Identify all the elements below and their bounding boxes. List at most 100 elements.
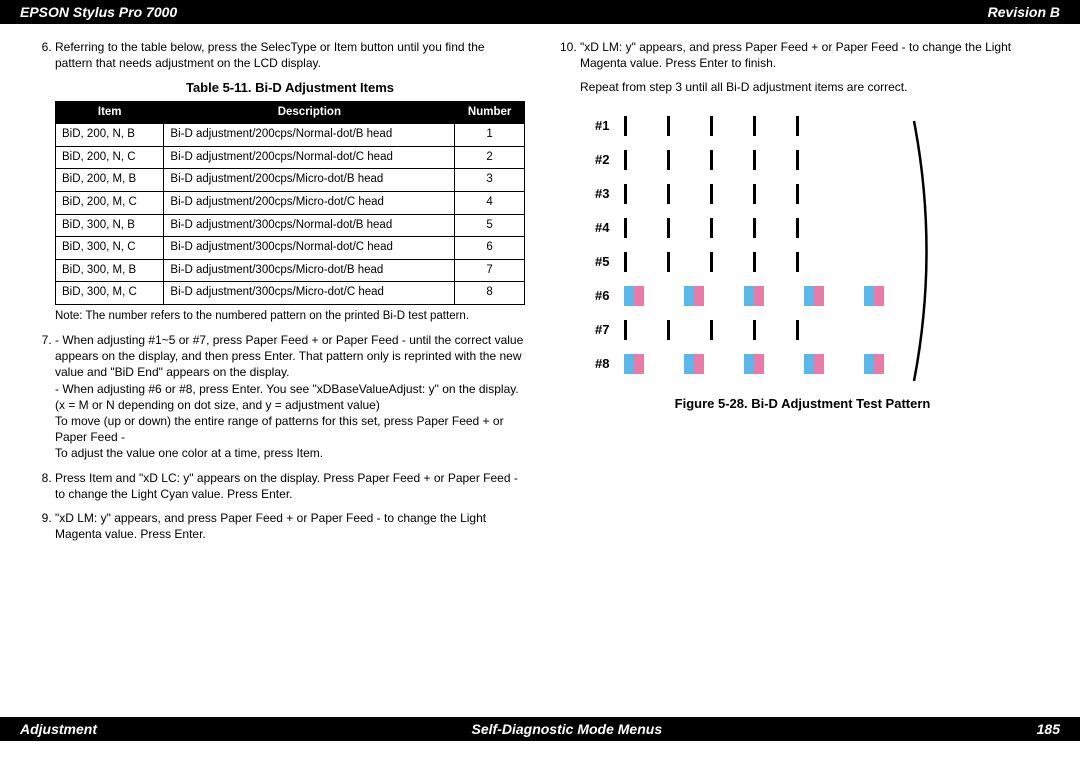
- pattern-row: [624, 116, 884, 136]
- cell-num: 2: [455, 146, 525, 169]
- black-bar: [667, 252, 670, 272]
- color-bar-pair: [744, 354, 764, 374]
- black-bar: [796, 184, 799, 204]
- cell-desc: Bi-D adjustment/200cps/Micro-dot/B head: [164, 169, 455, 192]
- th-num: Number: [455, 101, 525, 124]
- pattern-row: [624, 286, 884, 306]
- black-bar: [667, 320, 670, 340]
- black-bar: [624, 116, 627, 136]
- table-row: BiD, 200, M, BBi-D adjustment/200cps/Mic…: [56, 169, 525, 192]
- table-row: BiD, 200, N, CBi-D adjustment/200cps/Nor…: [56, 146, 525, 169]
- black-bar: [753, 116, 756, 136]
- pattern-row: [624, 252, 884, 272]
- cell-desc: Bi-D adjustment/300cps/Micro-dot/C head: [164, 282, 455, 305]
- black-bar: [667, 150, 670, 170]
- pattern-label: #6: [595, 286, 609, 306]
- black-bar: [710, 252, 713, 272]
- color-bar-pair: [804, 286, 824, 306]
- step-7c: To move (up or down) the entire range of…: [55, 413, 525, 445]
- table-caption: Table 5-11. Bi-D Adjustment Items: [55, 79, 525, 97]
- cell-desc: Bi-D adjustment/200cps/Micro-dot/C head: [164, 191, 455, 214]
- black-bar: [753, 218, 756, 238]
- figure-caption: Figure 5-28. Bi-D Adjustment Test Patter…: [555, 396, 1050, 411]
- pattern-label: #7: [595, 320, 609, 340]
- step-7d: To adjust the value one color at a time,…: [55, 445, 525, 461]
- pattern-row: [624, 354, 884, 374]
- black-bar: [624, 320, 627, 340]
- color-bar-pair: [624, 354, 644, 374]
- black-bar: [710, 184, 713, 204]
- black-bar: [710, 150, 713, 170]
- color-bar-pair: [864, 354, 884, 374]
- black-bar: [624, 252, 627, 272]
- footer-bar: Adjustment Self-Diagnostic Mode Menus 18…: [0, 717, 1080, 741]
- black-bar: [796, 320, 799, 340]
- black-bar: [667, 218, 670, 238]
- black-bar: [667, 184, 670, 204]
- step-9: "xD LM: y" appears, and press Paper Feed…: [55, 510, 525, 542]
- color-bar-pair: [684, 286, 704, 306]
- cell-item: BiD, 300, M, B: [56, 259, 164, 282]
- black-bar: [753, 150, 756, 170]
- step-10: "xD LM: y" appears, and press Paper Feed…: [580, 39, 1050, 71]
- black-bar: [667, 116, 670, 136]
- color-bar-pair: [744, 286, 764, 306]
- cell-num: 6: [455, 237, 525, 260]
- pattern-label: #3: [595, 184, 609, 204]
- black-bar: [796, 150, 799, 170]
- pattern-label: #8: [595, 354, 609, 374]
- table-note: Note: The number refers to the numbered …: [55, 309, 525, 325]
- black-bar: [796, 252, 799, 272]
- pattern-row: [624, 150, 884, 170]
- pattern-label: #1: [595, 116, 609, 136]
- table-row: BiD, 300, N, CBi-D adjustment/300cps/Nor…: [56, 237, 525, 260]
- pattern-row: [624, 184, 884, 204]
- step-8: Press Item and "xD LC: y" appears on the…: [55, 470, 525, 502]
- black-bar: [753, 252, 756, 272]
- pattern-labels: #1 #2 #3 #4 #5 #6 #7 #8: [595, 116, 609, 374]
- black-bar: [624, 150, 627, 170]
- cell-item: BiD, 300, M, C: [56, 282, 164, 305]
- black-bar: [624, 218, 627, 238]
- cell-desc: Bi-D adjustment/300cps/Normal-dot/C head: [164, 237, 455, 260]
- cell-num: 4: [455, 191, 525, 214]
- pattern-grid: [624, 116, 884, 374]
- cell-num: 8: [455, 282, 525, 305]
- th-item: Item: [56, 101, 164, 124]
- header-left: EPSON Stylus Pro 7000: [20, 4, 177, 20]
- repeat-note: Repeat from step 3 until all Bi-D adjust…: [580, 79, 1050, 95]
- pattern-label: #4: [595, 218, 609, 238]
- cell-desc: Bi-D adjustment/200cps/Normal-dot/C head: [164, 146, 455, 169]
- pattern-label: #2: [595, 150, 609, 170]
- cell-item: BiD, 200, N, B: [56, 124, 164, 147]
- table-row: BiD, 300, M, BBi-D adjustment/300cps/Mic…: [56, 259, 525, 282]
- color-bar-pair: [624, 286, 644, 306]
- black-bar: [796, 218, 799, 238]
- curve-icon: [904, 116, 944, 386]
- header-right: Revision B: [988, 4, 1060, 20]
- step-6: Referring to the table below, press the …: [55, 39, 525, 324]
- step-6-text: Referring to the table below, press the …: [55, 40, 485, 70]
- black-bar: [710, 116, 713, 136]
- black-bar: [624, 184, 627, 204]
- table-row: BiD, 200, N, BBi-D adjustment/200cps/Nor…: [56, 124, 525, 147]
- cell-desc: Bi-D adjustment/300cps/Micro-dot/B head: [164, 259, 455, 282]
- header-bar: EPSON Stylus Pro 7000 Revision B: [0, 0, 1080, 24]
- cell-desc: Bi-D adjustment/200cps/Normal-dot/B head: [164, 124, 455, 147]
- step-7: - When adjusting #1~5 or #7, press Paper…: [55, 332, 525, 462]
- cell-item: BiD, 300, N, B: [56, 214, 164, 237]
- cell-item: BiD, 200, M, B: [56, 169, 164, 192]
- table-row: BiD, 300, N, BBi-D adjustment/300cps/Nor…: [56, 214, 525, 237]
- test-pattern: #1 #2 #3 #4 #5 #6 #7 #8: [595, 116, 1050, 386]
- black-bar: [753, 184, 756, 204]
- pattern-label: #5: [595, 252, 609, 272]
- color-bar-pair: [864, 286, 884, 306]
- th-desc: Description: [164, 101, 455, 124]
- black-bar: [796, 116, 799, 136]
- left-column: Referring to the table below, press the …: [30, 39, 525, 550]
- cell-num: 5: [455, 214, 525, 237]
- footer-right: 185: [1037, 721, 1060, 737]
- footer-center: Self-Diagnostic Mode Menus: [472, 721, 663, 737]
- color-bar-pair: [804, 354, 824, 374]
- table-row: BiD, 200, M, CBi-D adjustment/200cps/Mic…: [56, 191, 525, 214]
